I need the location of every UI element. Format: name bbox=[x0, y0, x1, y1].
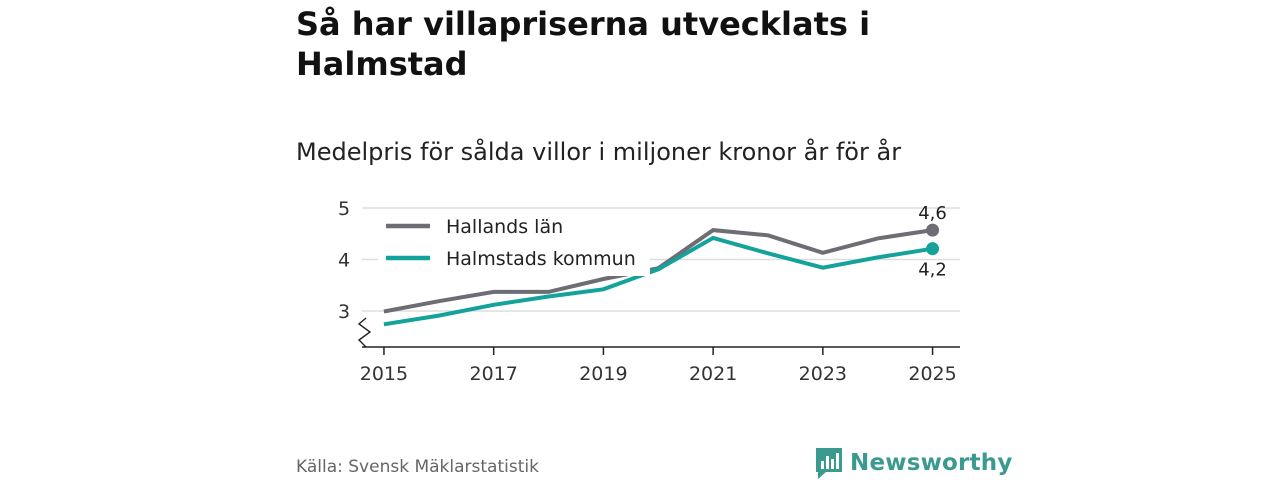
end-labels: 4,6 4,2 bbox=[918, 203, 947, 281]
y-tick-label: 3 bbox=[338, 301, 350, 323]
newsworthy-icon bbox=[816, 448, 842, 479]
legend-background bbox=[378, 210, 650, 276]
x-tick-label: 2019 bbox=[579, 363, 627, 385]
series-end-point bbox=[926, 223, 940, 237]
legend-label: Halmstads kommun bbox=[446, 248, 636, 270]
series-lines bbox=[383, 223, 940, 327]
x-axis bbox=[357, 317, 960, 348]
line-chart: 3 4 5 2015 2017 2019 2021 2023 2025 Hallands lä… bbox=[338, 198, 960, 385]
chart-title: Så har villapriserna utvecklats i Halmst… bbox=[296, 5, 871, 83]
x-tick-label: 2021 bbox=[689, 363, 737, 385]
x-tick-label: 2023 bbox=[799, 363, 847, 385]
brand-name: Newsworthy bbox=[850, 450, 1013, 476]
axis-break-icon bbox=[357, 317, 372, 348]
y-tick-label: 4 bbox=[338, 249, 350, 271]
series-end-point bbox=[926, 242, 940, 256]
x-axis-ticks: 2015 2017 2019 2021 2023 2025 bbox=[360, 347, 957, 385]
series-line-halmstads-kommun bbox=[383, 235, 933, 327]
x-tick-label: 2015 bbox=[360, 363, 408, 385]
end-value-label: 4,2 bbox=[918, 260, 947, 281]
chart-subtitle: Medelpris för sålda villor i miljoner kr… bbox=[296, 138, 902, 166]
legend: Hallands län Halmstads kommun bbox=[378, 210, 650, 276]
end-value-label: 4,6 bbox=[918, 203, 947, 224]
y-tick-label: 5 bbox=[338, 198, 350, 220]
legend-label: Hallands län bbox=[446, 216, 563, 238]
newsworthy-logo: Newsworthy bbox=[814, 446, 1013, 480]
source-note: Källa: Svensk Mäklarstatistik bbox=[296, 457, 539, 477]
y-axis-ticks: 3 4 5 bbox=[338, 198, 350, 323]
x-tick-label: 2017 bbox=[469, 363, 517, 385]
x-tick-label: 2025 bbox=[908, 363, 956, 385]
